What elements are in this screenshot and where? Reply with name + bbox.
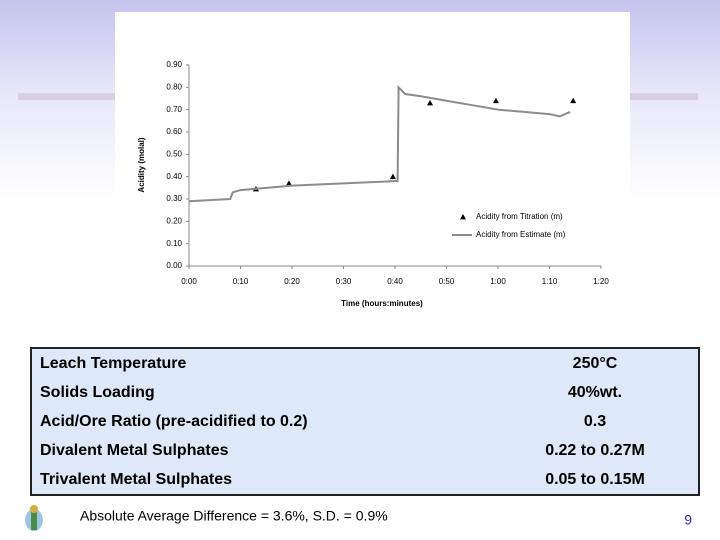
parameter-name: Trivalent Metal Sulphates bbox=[40, 470, 233, 488]
x-tick-label: 1:00 bbox=[490, 277, 506, 286]
table-row: Solids Loading 40%wt. bbox=[31, 378, 699, 407]
parameter-value: 250°C bbox=[572, 354, 618, 372]
data-line bbox=[188, 84, 571, 203]
table-row: Leach Temperature 250°C bbox=[31, 348, 699, 378]
x-tick-label: 0:30 bbox=[336, 277, 352, 286]
data-point bbox=[570, 97, 577, 104]
x-tick-label: 1:20 bbox=[593, 277, 609, 286]
footer-note: Absolute Average Difference = 3.6%, S.D.… bbox=[80, 508, 388, 524]
legend-label: Acidity from Estimate (m) bbox=[476, 230, 566, 239]
x-axis-title: Time (hours:minutes) bbox=[341, 299, 423, 308]
parameter-name: Leach Temperature bbox=[40, 354, 187, 372]
x-tick-label: 0:10 bbox=[233, 277, 249, 286]
y-tick-label: 0.50 bbox=[166, 149, 182, 158]
data-point bbox=[285, 180, 292, 186]
y-axis-title: Acidity (molal) bbox=[137, 137, 146, 192]
table-row: Trivalent Metal Sulphates 0.05 to 0.15M bbox=[31, 465, 699, 495]
y-tick-label: 0.00 bbox=[166, 261, 182, 270]
legend-marker bbox=[460, 214, 466, 220]
parameter-name: Divalent Metal Sulphates bbox=[40, 441, 229, 459]
y-tick-label: 0.60 bbox=[166, 127, 182, 136]
parameter-name: Acid/Ore Ratio (pre-acidified to 0.2) bbox=[40, 412, 308, 430]
y-tick-label: 0.70 bbox=[166, 105, 182, 114]
data-point bbox=[492, 97, 499, 104]
data-point bbox=[389, 173, 396, 180]
parameter-name: Solids Loading bbox=[40, 383, 155, 401]
table-row: Divalent Metal Sulphates 0.22 to 0.27M bbox=[31, 436, 699, 465]
x-tick-label: 0:20 bbox=[284, 277, 300, 286]
parameter-value: 0.3 bbox=[583, 412, 607, 430]
legend-label: Acidity from Titration (m) bbox=[476, 212, 563, 221]
parameter-value: 0.05 to 0.15M bbox=[545, 470, 645, 488]
x-tick-label: 0:40 bbox=[387, 277, 403, 286]
page-number: 9 bbox=[684, 512, 692, 528]
parameter-value: 0.22 to 0.27M bbox=[545, 441, 645, 459]
x-tick-label: 0:00 bbox=[181, 277, 197, 286]
x-tick-label: 1:10 bbox=[542, 277, 558, 286]
y-tick-label: 0.40 bbox=[166, 172, 182, 181]
x-tick-label: 0:50 bbox=[439, 277, 455, 286]
y-tick-label: 0.80 bbox=[166, 82, 182, 91]
chart-panel bbox=[115, 12, 630, 340]
y-tick-label: 0.20 bbox=[166, 216, 182, 225]
data-point bbox=[427, 99, 434, 106]
y-tick-label: 0.10 bbox=[166, 239, 182, 248]
parameter-value: 40%wt. bbox=[567, 383, 623, 401]
table-row: Acid/Ore Ratio (pre-acidified to 0.2) 0.3 bbox=[31, 407, 699, 436]
y-tick-label: 0.30 bbox=[166, 194, 182, 203]
parameters-table: Leach Temperature 250°C Solids Loading 40%w… bbox=[30, 347, 700, 496]
y-tick-label: 0.90 bbox=[166, 60, 182, 69]
logo bbox=[25, 505, 43, 531]
